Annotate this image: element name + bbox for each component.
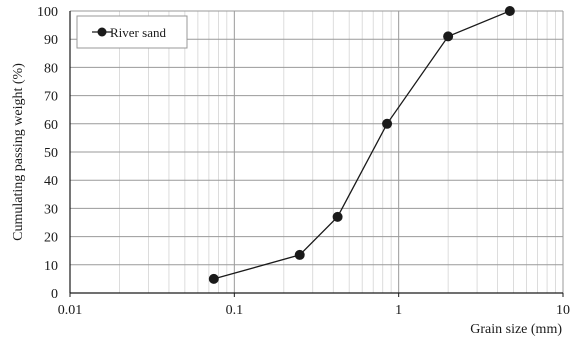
y-tick-label: 30 (44, 202, 58, 217)
data-point (294, 249, 305, 260)
y-tick-label: 0 (51, 287, 58, 302)
data-point (208, 273, 219, 284)
series-line (213, 10, 511, 280)
y-tick-label: 50 (44, 146, 58, 161)
y-tick-label: 70 (44, 90, 58, 105)
y-axis-tick-labels: 0 10 20 30 40 50 60 70 80 90 100 (37, 5, 58, 302)
data-point (504, 6, 515, 16)
y-tick-label: 20 (44, 231, 58, 246)
axes (69, 11, 564, 297)
x-tick-label: 0.01 (58, 303, 83, 318)
y-tick-label: 90 (44, 33, 58, 48)
x-tick-label: 10 (556, 303, 570, 318)
legend: River sand (76, 15, 188, 49)
y-tick-label: 10 (44, 259, 58, 274)
legend-marker (97, 27, 107, 37)
data-point (382, 118, 393, 129)
legend-label: River sand (110, 25, 166, 40)
data-point (332, 211, 343, 222)
y-axis-title: Cumulating passing weight (%) (11, 63, 26, 241)
y-tick-label: 80 (44, 61, 58, 76)
x-axis-tick-labels: 0.01 0.1 1 10 (58, 303, 570, 318)
series-group (208, 6, 515, 284)
data-point (443, 31, 454, 42)
x-tick-label: 0.1 (226, 303, 244, 318)
y-tick-label: 40 (44, 174, 58, 189)
x-tick-label: 1 (395, 303, 402, 318)
y-tick-label: 100 (37, 5, 58, 20)
x-axis-title: Grain size (mm) (470, 322, 562, 337)
y-tick-label: 60 (44, 118, 58, 133)
